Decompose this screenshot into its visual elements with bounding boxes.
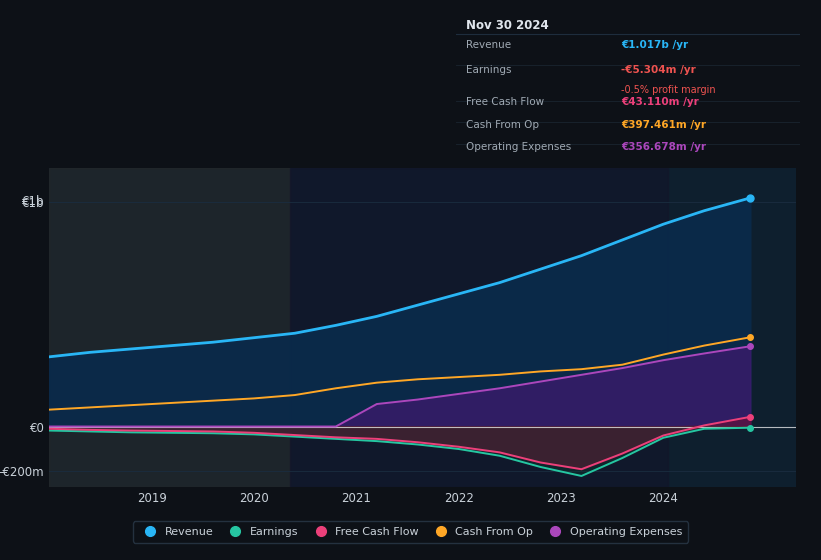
Text: Revenue: Revenue (466, 40, 511, 50)
Bar (668, 168, 796, 487)
Text: -€5.304m /yr: -€5.304m /yr (621, 66, 696, 76)
Legend: Revenue, Earnings, Free Cash Flow, Cash From Op, Operating Expenses: Revenue, Earnings, Free Cash Flow, Cash … (133, 521, 688, 543)
Text: Operating Expenses: Operating Expenses (466, 142, 571, 152)
Text: €356.678m /yr: €356.678m /yr (621, 142, 706, 152)
Bar (49, 168, 290, 487)
Text: €1b: €1b (21, 195, 44, 208)
Text: €1.017b /yr: €1.017b /yr (621, 40, 688, 50)
Text: €43.110m /yr: €43.110m /yr (621, 97, 699, 108)
Text: Free Cash Flow: Free Cash Flow (466, 97, 544, 108)
Text: Earnings: Earnings (466, 66, 511, 76)
Text: -0.5% profit margin: -0.5% profit margin (621, 85, 716, 95)
Text: Nov 30 2024: Nov 30 2024 (466, 19, 548, 32)
Bar (290, 168, 668, 487)
Text: €397.461m /yr: €397.461m /yr (621, 120, 706, 130)
Text: Cash From Op: Cash From Op (466, 120, 539, 130)
